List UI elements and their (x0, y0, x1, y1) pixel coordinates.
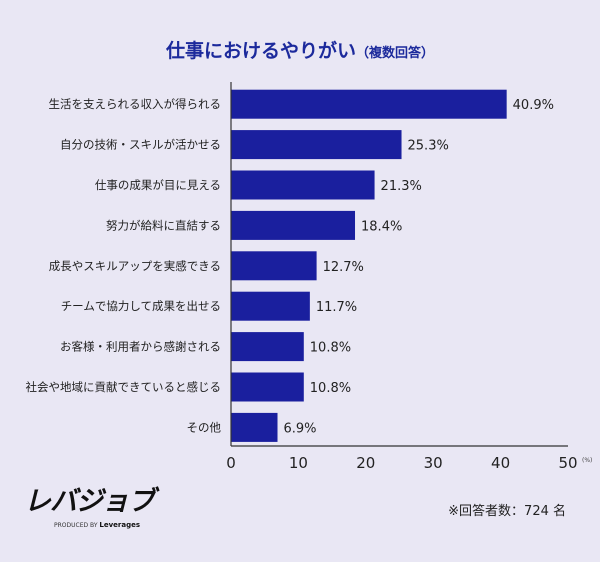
data-label: 10.8% (310, 381, 351, 396)
respondent-note: ※回答者数：724 名 (448, 504, 566, 519)
x-tick-label: 10 (289, 454, 308, 472)
category-label: 社会や地域に貢献できていると感じる (26, 380, 222, 394)
bar (231, 170, 375, 200)
x-unit-label: (%) (582, 457, 592, 464)
levajob-logo: レバジョブ PRODUCED BY Leverages (24, 486, 155, 530)
category-label: チームで協力して成果を出せる (61, 299, 221, 313)
category-label: 生活を支えられる収入が得られる (49, 97, 222, 111)
data-label: 6.9% (284, 421, 317, 436)
category-label: 努力が給料に直結する (106, 218, 221, 232)
data-label: 12.7% (323, 260, 364, 275)
x-tick-label: 20 (356, 454, 375, 472)
category-label: その他 (187, 420, 222, 434)
bar (231, 89, 507, 119)
bar (231, 291, 310, 321)
category-label: 成長やスキルアップを実感できる (49, 259, 221, 273)
category-label: 仕事の成果が目に見える (95, 178, 221, 192)
logo-text: レバジョブ (24, 486, 155, 517)
category-label: 自分の技術・スキルが活かせる (60, 138, 221, 152)
company-name: Leverages (99, 521, 141, 529)
title-text: 仕事におけるやりがい (165, 40, 356, 62)
data-label: 11.7% (316, 300, 357, 315)
produced-by: PRODUCED BY Leverages (54, 521, 154, 530)
produced-by-text: PRODUCED BY (54, 522, 98, 529)
x-tick-label: 50 (558, 454, 577, 472)
data-label: 18.4% (361, 219, 402, 234)
bar (231, 332, 304, 362)
chart-title: 仕事におけるやりがい（複数回答） (0, 36, 600, 63)
bar (231, 372, 304, 402)
x-tick-label: 40 (491, 454, 510, 472)
data-label: 25.3% (408, 139, 449, 154)
bar (231, 130, 402, 160)
data-label: 10.8% (310, 341, 351, 356)
x-tick-label: 30 (424, 454, 443, 472)
x-tick-label: 0 (226, 454, 236, 472)
category-label: お客様・利用者から感謝される (60, 340, 221, 354)
data-label: 40.9% (513, 98, 554, 113)
bar (231, 412, 278, 442)
subtitle-text: （複数回答） (356, 46, 435, 61)
data-label: 21.3% (381, 179, 422, 194)
bar (231, 251, 317, 281)
bar (231, 210, 356, 240)
